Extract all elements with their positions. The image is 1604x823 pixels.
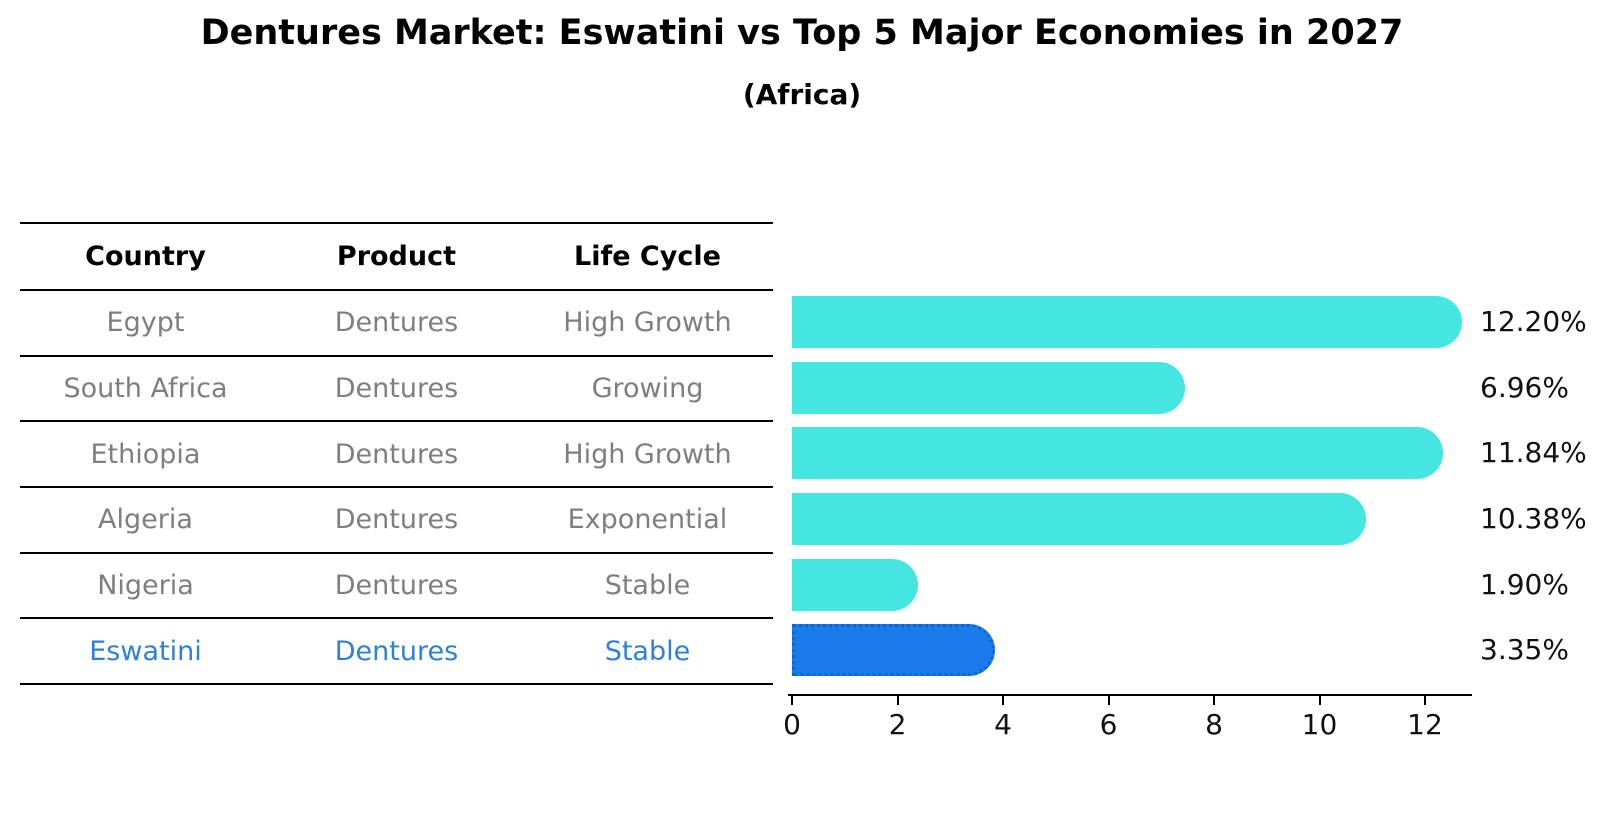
x-axis-tick bbox=[1318, 696, 1321, 705]
table-row: South Africa Dentures Growing bbox=[20, 357, 773, 423]
country-cell: Algeria bbox=[98, 504, 193, 536]
bar-nigeria bbox=[792, 558, 919, 611]
column-header-life-cycle: Life Cycle bbox=[574, 241, 721, 272]
table-row: Nigeria Dentures Stable bbox=[20, 554, 773, 620]
life-cycle-cell: High Growth bbox=[563, 307, 732, 339]
x-axis-tick-label: 6 bbox=[1099, 708, 1118, 741]
x-axis-tick bbox=[896, 696, 899, 705]
value-label: 11.84% bbox=[1480, 436, 1587, 470]
bar-eswatini-highlight bbox=[792, 624, 995, 677]
value-label: 12.20% bbox=[1480, 304, 1587, 338]
country-cell: South Africa bbox=[63, 373, 228, 405]
page-title: Dentures Market: Eswatini vs Top 5 Major… bbox=[200, 13, 1404, 53]
x-axis-tick-label: 2 bbox=[888, 708, 907, 741]
bar-algeria bbox=[792, 492, 1366, 545]
x-axis-tick-label: 0 bbox=[783, 708, 801, 741]
country-cell: Egypt bbox=[106, 307, 185, 339]
life-cycle-cell: Growing bbox=[591, 373, 704, 405]
country-cell: Nigeria bbox=[97, 570, 194, 602]
x-axis-tick-label: 10 bbox=[1301, 708, 1338, 741]
x-axis-tick bbox=[1107, 696, 1110, 705]
country-cell: Eswatini bbox=[89, 635, 202, 667]
value-label: 10.38% bbox=[1480, 501, 1587, 535]
page-subtitle: (Africa) bbox=[742, 78, 862, 111]
bar-egypt bbox=[792, 295, 1462, 348]
life-cycle-cell: Exponential bbox=[567, 504, 728, 536]
column-header-product: Product bbox=[336, 241, 457, 272]
value-label: 1.90% bbox=[1480, 567, 1569, 601]
product-cell: Dentures bbox=[334, 307, 459, 339]
table-row-highlight-eswatini: Eswatini Dentures Stable bbox=[20, 619, 773, 686]
bar-south-africa bbox=[792, 361, 1186, 414]
product-cell: Dentures bbox=[334, 504, 459, 536]
table-header-row: Country Product Life Cycle bbox=[20, 224, 773, 291]
x-axis-tick bbox=[1002, 696, 1004, 705]
product-cell: Dentures bbox=[334, 635, 459, 667]
column-header-country: Country bbox=[85, 241, 206, 272]
x-axis-tick-label: 12 bbox=[1407, 708, 1443, 741]
table-row: Egypt Dentures High Growth bbox=[20, 291, 773, 357]
country-cell: Ethiopia bbox=[90, 438, 201, 470]
product-cell: Dentures bbox=[334, 570, 459, 602]
life-cycle-cell: High Growth bbox=[563, 438, 732, 470]
value-label: 6.96% bbox=[1480, 370, 1569, 404]
table-row: Ethiopia Dentures High Growth bbox=[20, 422, 773, 489]
country-table: Country Product Life Cycle Egypt Denture… bbox=[20, 222, 773, 686]
x-axis-tick-label: 4 bbox=[994, 708, 1012, 741]
product-cell: Dentures bbox=[334, 438, 459, 470]
x-axis-tick bbox=[1213, 696, 1215, 705]
x-axis-tick-label: 8 bbox=[1205, 708, 1223, 741]
x-axis-tick bbox=[791, 696, 793, 705]
x-axis-tick bbox=[1424, 696, 1426, 705]
x-axis-line bbox=[788, 694, 1472, 696]
table-row: Algeria Dentures Exponential bbox=[20, 488, 773, 554]
product-cell: Dentures bbox=[334, 373, 459, 405]
life-cycle-cell: Stable bbox=[604, 570, 691, 602]
life-cycle-cell: Stable bbox=[604, 635, 691, 667]
value-label: 3.35% bbox=[1480, 633, 1569, 667]
bar-ethiopia bbox=[792, 427, 1443, 480]
